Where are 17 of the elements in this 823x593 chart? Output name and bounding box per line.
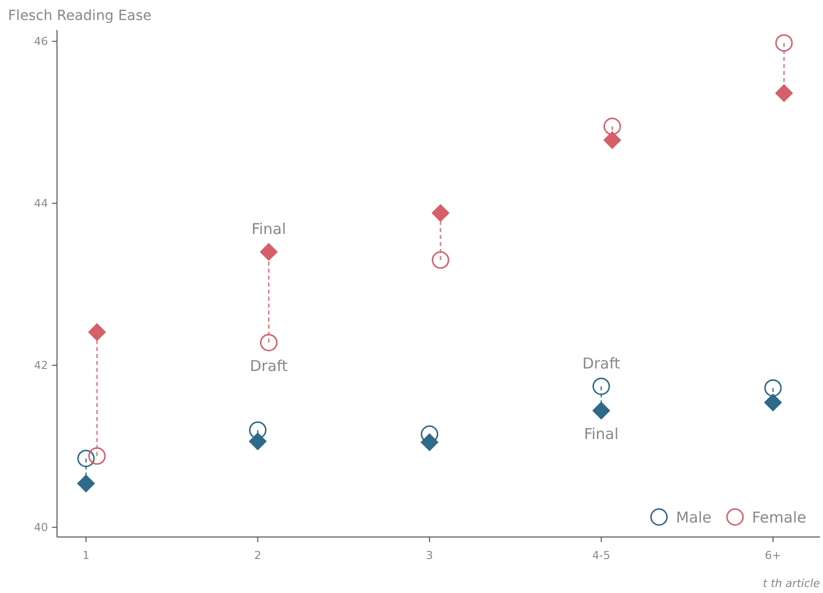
y-tick-label: 42 (34, 358, 48, 372)
y-axis-title: Flesch Reading Ease (8, 8, 152, 24)
legend-label: Female (752, 508, 806, 526)
y-tick-label: 46 (34, 34, 48, 48)
x-tick-label: 6+ (764, 549, 782, 562)
annotation: Final (251, 220, 286, 238)
annotation: Draft (582, 354, 620, 373)
legend-label: Male (676, 508, 712, 526)
y-tick-label: 40 (34, 520, 48, 534)
x-axis-title: t th article (762, 577, 820, 590)
x-tick-label: 3 (426, 549, 433, 562)
annotation: Draft (250, 356, 288, 375)
x-tick-label: 1 (82, 549, 90, 562)
y-tick-label: 44 (34, 196, 48, 210)
x-tick-label: 2 (254, 549, 262, 562)
annotation: Final (584, 424, 619, 443)
x-tick-label: 4-5 (592, 549, 610, 562)
